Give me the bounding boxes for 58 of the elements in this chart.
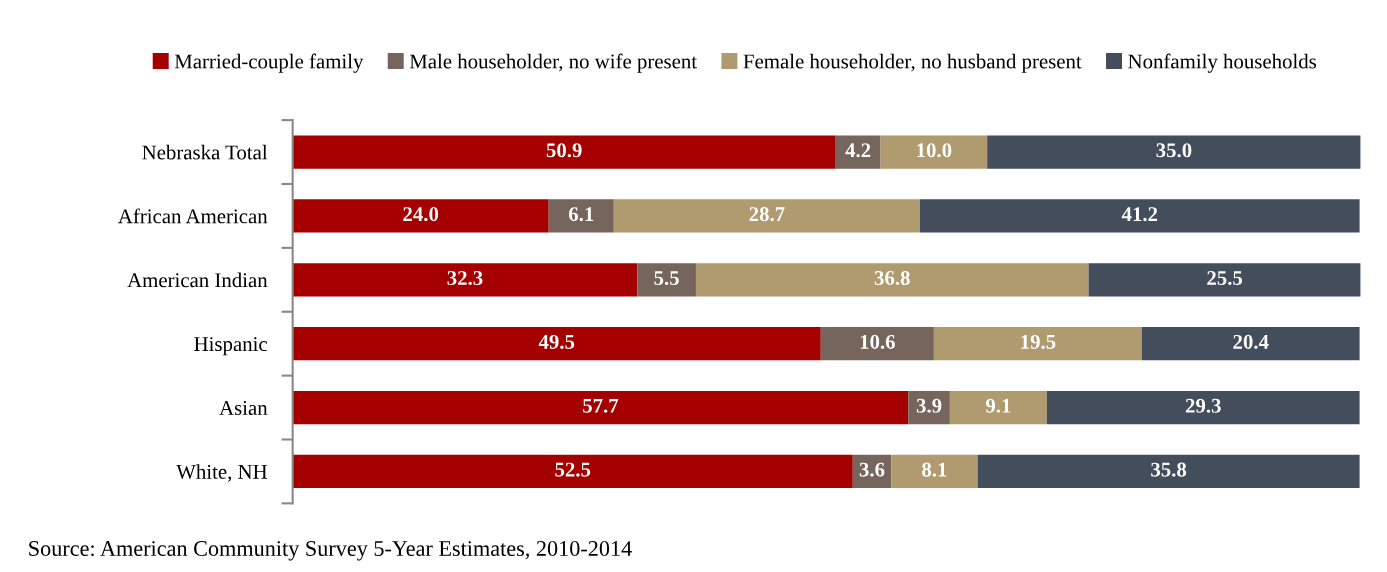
data-label: 25.5: [1207, 271, 1243, 286]
bar: [637, 263, 696, 297]
data-label: 24.0: [403, 207, 439, 222]
bar: [933, 327, 1142, 361]
y-tick-label: American Indian: [127, 272, 268, 288]
data-label: 49.5: [538, 334, 575, 349]
data-label: 5.5: [654, 271, 679, 286]
y-tick-label: Hispanic: [194, 337, 268, 356]
bar: [292, 263, 638, 297]
data-label: 8.1: [922, 462, 947, 477]
data-label: 6.1: [568, 207, 594, 222]
bar: [292, 135, 836, 169]
bar: [292, 327, 821, 361]
data-label: 29.3: [1185, 398, 1221, 413]
data-label: 50.9: [546, 143, 582, 158]
bar: [1141, 327, 1360, 361]
bar: [292, 454, 853, 489]
bar: [292, 199, 549, 233]
data-label: 9.1: [985, 398, 1011, 413]
source-note: Source: American Community Survey 5-Year Estimates, 2010-2014: [29, 540, 632, 561]
y-tick-label: White, NH: [176, 464, 268, 482]
bar: [292, 390, 909, 425]
legend-label: Married-couple family: [174, 53, 364, 73]
data-label: 35.8: [1151, 462, 1187, 477]
bar: [820, 327, 934, 361]
data-label: 57.7: [583, 398, 619, 413]
bar: [920, 199, 1360, 233]
bar: [977, 454, 1360, 489]
data-label: 3.6: [859, 462, 885, 477]
bar: [1046, 390, 1360, 425]
data-label: 36.8: [874, 270, 910, 286]
bar: [1088, 263, 1361, 297]
data-label: 28.7: [749, 207, 785, 222]
data-label: 3.9: [916, 398, 942, 413]
legend-label: Female householder, no husband present: [743, 53, 1082, 73]
bar: [908, 390, 950, 425]
legend-label: Male householder, no wife present: [409, 53, 697, 73]
bar: [695, 263, 1089, 297]
data-label: 19.5: [1021, 334, 1056, 349]
bar: [613, 199, 921, 233]
y-tick-label: Asian: [219, 400, 268, 415]
data-label: 35.0: [1156, 143, 1192, 158]
bar: [880, 135, 988, 169]
bar: [835, 135, 881, 169]
y-tick-label: African American: [118, 208, 268, 224]
data-label: 4.2: [845, 143, 871, 158]
data-label: 41.2: [1121, 207, 1158, 222]
data-label: 10.6: [860, 334, 895, 349]
data-label: 32.3: [447, 271, 483, 286]
legend-label: Nonfamily households: [1128, 53, 1317, 73]
data-label: 20.4: [1233, 334, 1269, 349]
bar: [987, 135, 1361, 169]
bar: [548, 199, 614, 233]
data-label: 52.5: [555, 462, 591, 477]
y-tick-label: Nebraska Total: [142, 144, 268, 160]
data-label: 10.0: [917, 143, 952, 158]
bar: [949, 390, 1047, 425]
bar: [891, 454, 978, 489]
